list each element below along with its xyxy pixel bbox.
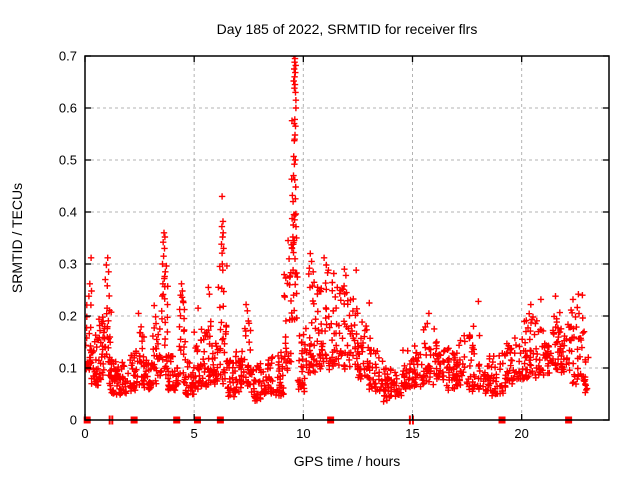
y-tick-label: 0 (70, 413, 77, 428)
y-tick-label: 0.1 (59, 361, 77, 376)
y-tick-label: 0.4 (59, 205, 77, 220)
x-tick-label: 0 (81, 426, 88, 441)
y-axis-label: SRMTID / TECUs (9, 182, 25, 294)
axis-ticks (84, 55, 609, 421)
data-points (85, 55, 592, 405)
x-tick-label: 20 (514, 426, 528, 441)
y-tick-label: 0.6 (59, 101, 77, 116)
tick-labels: 0 5 10 15 20 0 0.1 0.2 0.3 0.4 0.5 0.6 0.7 (59, 49, 529, 442)
y-tick-label: 0.5 (59, 153, 77, 168)
y-tick-label: 0.7 (59, 49, 77, 64)
chart-title: Day 185 of 2022, SRMTID for receiver flr… (216, 21, 478, 37)
plot-border (84, 55, 610, 421)
y-tick-label: 0.3 (59, 257, 77, 272)
x-tick-label: 10 (296, 426, 310, 441)
grid-lines (85, 56, 609, 420)
x-tick-label: 15 (405, 426, 419, 441)
x-axis-label: GPS time / hours (293, 453, 401, 469)
x-tick-label: 5 (191, 426, 198, 441)
y-tick-label: 0.2 (59, 309, 77, 324)
